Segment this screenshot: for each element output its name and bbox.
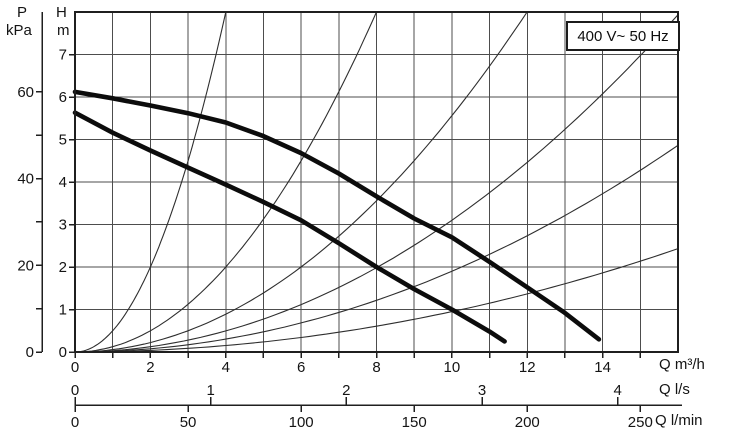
head-axis-unit: m	[57, 22, 70, 39]
flow-ls-tick-label: 4	[614, 382, 622, 399]
pressure-axis-tick-label: 40	[17, 171, 34, 188]
pump-curves-layer	[72, 89, 602, 344]
flow-m3h-tick-label: 4	[222, 359, 230, 376]
head-axis-tick-label: 7	[59, 47, 67, 64]
flow-ls-tick-label: 1	[207, 382, 215, 399]
flow-m3h-tick-label: 0	[71, 359, 79, 376]
head-axis-tick-label: 3	[59, 217, 67, 234]
flow-m3h-tick-label: 2	[146, 359, 154, 376]
system-curve-3	[74, 11, 528, 353]
pressure-axis-tick-label: 20	[17, 257, 34, 274]
flow-m3h-tick-label: 6	[297, 359, 305, 376]
flow-axis-ls-unit-label: Q l/s	[659, 381, 690, 398]
flow-lmin-tick-label: 0	[71, 414, 79, 431]
pressure-axis-tick-label: 0	[26, 344, 34, 361]
flow-axis-lmin-unit-label: Q l/min	[655, 412, 703, 429]
pressure-axis-symbol: P	[17, 4, 28, 21]
flow-lmin-tick-label: 50	[180, 414, 197, 431]
pump-curve-low-speed	[72, 110, 507, 344]
flow-m3h-tick-label: 10	[444, 359, 461, 376]
flow-m3h-tick-label: 8	[372, 359, 380, 376]
flow-lmin-tick-label: 100	[289, 414, 314, 431]
pressure-axis-unit: kPa	[6, 22, 32, 39]
system-curve-5	[75, 144, 679, 353]
head-axis-tick-label: 4	[59, 174, 67, 191]
flow-ls-tick-label: 2	[342, 382, 350, 399]
flow-ls-tick-label: 0	[71, 382, 79, 399]
pressure-axis-tick-label: 60	[17, 84, 34, 101]
flow-lmin-tick-label: 250	[628, 414, 653, 431]
flow-axis-m3h-unit-label: Q m³/h	[659, 356, 705, 373]
head-axis-symbol: H	[56, 4, 67, 21]
head-axis-tick-label: 0	[59, 344, 67, 361]
flow-ls-tick-label: 3	[478, 382, 486, 399]
system-curve-6	[75, 248, 679, 353]
system-curve-2	[74, 11, 378, 353]
head-axis-tick-label: 5	[59, 132, 67, 149]
head-axis-tick-label: 1	[59, 302, 67, 319]
head-axis-tick-label: 2	[59, 259, 67, 276]
grid-layer	[75, 12, 678, 352]
pump-curve-high-speed	[72, 89, 602, 342]
flow-lmin-tick-label: 150	[402, 414, 427, 431]
head-axis-tick-label: 6	[59, 89, 67, 106]
flow-m3h-tick-label: 14	[594, 359, 611, 376]
flow-lmin-tick-label: 200	[515, 414, 540, 431]
flow-m3h-tick-label: 12	[519, 359, 536, 376]
voltage-frequency-badge: 400 V~ 50 Hz	[566, 21, 680, 51]
